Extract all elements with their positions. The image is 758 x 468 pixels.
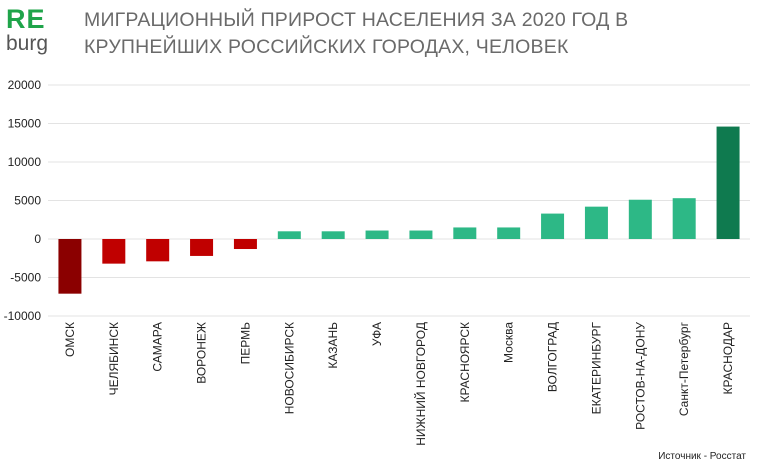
y-tick-label: 15000 (8, 117, 42, 131)
y-tick-label: 10000 (8, 155, 42, 169)
bar (321, 231, 345, 239)
x-tick-label: РОСТОВ-НА-ДОНУ (633, 322, 647, 430)
x-tick-label: ВОРОНЕЖ (195, 322, 209, 384)
y-axis-ticks: 20000 15000 10000 5000 0 -5000 -10000 (4, 78, 42, 323)
x-tick-label: КРАСНОЯРСК (458, 322, 472, 403)
bars (58, 126, 740, 294)
x-tick-label: КРАСНОДАР (721, 322, 735, 394)
bar (58, 239, 82, 294)
x-tick-label: ОМСК (63, 322, 77, 357)
x-tick-label: НОВОСИБИРСК (282, 322, 296, 414)
x-tick-label: НИЖНИЙ НОВГОРОД (413, 322, 428, 446)
bar (672, 198, 696, 239)
x-tick-label: ЧЕЛЯБИНСК (107, 322, 121, 395)
y-tick-label: 5000 (14, 194, 41, 208)
x-tick-label: ЕКАТЕРИНБУРГ (589, 322, 603, 415)
bar (233, 239, 257, 250)
x-tick-label: САМАРА (151, 322, 165, 372)
x-tick-label: УФА (370, 322, 384, 346)
x-tick-label: Санкт-Петербург (677, 321, 691, 416)
logo-re-text: RE (6, 4, 46, 34)
bar (365, 230, 389, 239)
source-note: Источник - Росстат (658, 451, 746, 462)
bar (146, 239, 170, 262)
bar (541, 213, 565, 239)
y-tick-label: 20000 (8, 78, 42, 92)
logo-burg-text: burg (6, 32, 49, 55)
x-axis-ticks: ОМСК ЧЕЛЯБИНСК САМАРА ВОРОНЕЖ ПЕРМЬ НОВОСИБИР… (63, 321, 735, 445)
bar (277, 231, 301, 239)
bar (453, 227, 477, 239)
x-tick-label: Москва (502, 322, 516, 363)
bar (497, 227, 521, 239)
x-tick-label: ПЕРМЬ (238, 322, 252, 364)
chart-title: МИГРАЦИОННЫЙ ПРИРОСТ НАСЕЛЕНИЯ ЗА 2020 Г… (84, 9, 629, 58)
bar (716, 126, 740, 239)
y-tick-label: -10000 (4, 309, 42, 323)
y-tick-label: 0 (34, 232, 41, 246)
bar (190, 239, 214, 256)
bar (584, 206, 608, 239)
bar (409, 230, 433, 239)
x-tick-label: ВОЛГОГРАД (546, 322, 560, 392)
bar (102, 239, 126, 264)
reburg-logo: RE burg (6, 4, 49, 55)
y-tick-label: -5000 (10, 271, 41, 285)
x-tick-label: КАЗАНЬ (326, 322, 340, 369)
bar (628, 199, 652, 239)
